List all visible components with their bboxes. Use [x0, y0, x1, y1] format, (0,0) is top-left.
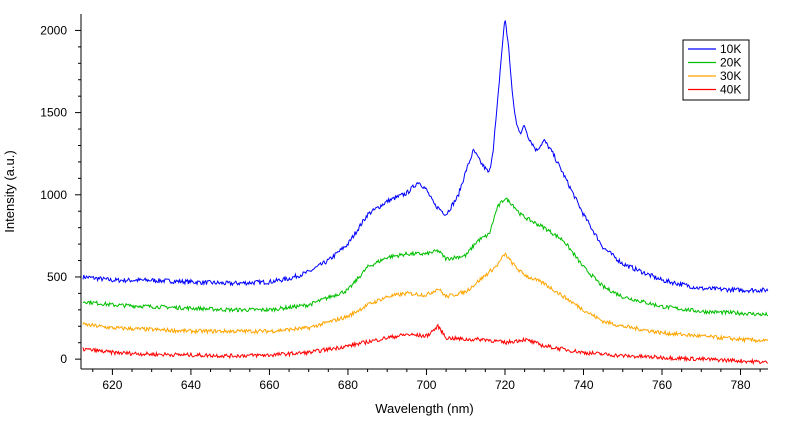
- x-tick-label: 620: [102, 378, 122, 392]
- axes: [80, 14, 768, 370]
- y-tick-label: 1000: [40, 188, 67, 202]
- x-tick-label: 660: [259, 378, 279, 392]
- x-tick-label: 720: [495, 378, 515, 392]
- series-line-10k: [82, 20, 769, 294]
- legend-label-20k: 20K: [720, 56, 741, 70]
- y-tick-label: 500: [47, 270, 67, 284]
- x-ticks: 620 640 660 680 700 720 740 760 780: [92, 369, 761, 392]
- y-ticks: 0 500 1000 1500 2000: [40, 23, 81, 366]
- series-line-30k: [82, 252, 769, 344]
- x-tick-label: 780: [731, 378, 751, 392]
- x-axis-title: Wavelength (nm): [375, 401, 474, 416]
- x-tick-label: 640: [181, 378, 201, 392]
- x-tick-label: 700: [416, 378, 436, 392]
- x-tick-label: 740: [573, 378, 593, 392]
- x-tick-label: 760: [652, 378, 672, 392]
- y-axis-title: Intensity (a.u.): [2, 150, 17, 232]
- x-tick-label: 680: [338, 378, 358, 392]
- legend-label-30k: 30K: [720, 69, 741, 83]
- legend-label-40k: 40K: [720, 83, 741, 97]
- y-tick-label: 2000: [40, 23, 67, 37]
- legend-label-10k: 10K: [720, 42, 741, 56]
- series-line-20k: [82, 197, 769, 317]
- plot-lines: [82, 20, 769, 366]
- y-tick-label: 1500: [40, 106, 67, 120]
- y-tick-label: 0: [60, 352, 67, 366]
- series-line-40k: [82, 323, 769, 366]
